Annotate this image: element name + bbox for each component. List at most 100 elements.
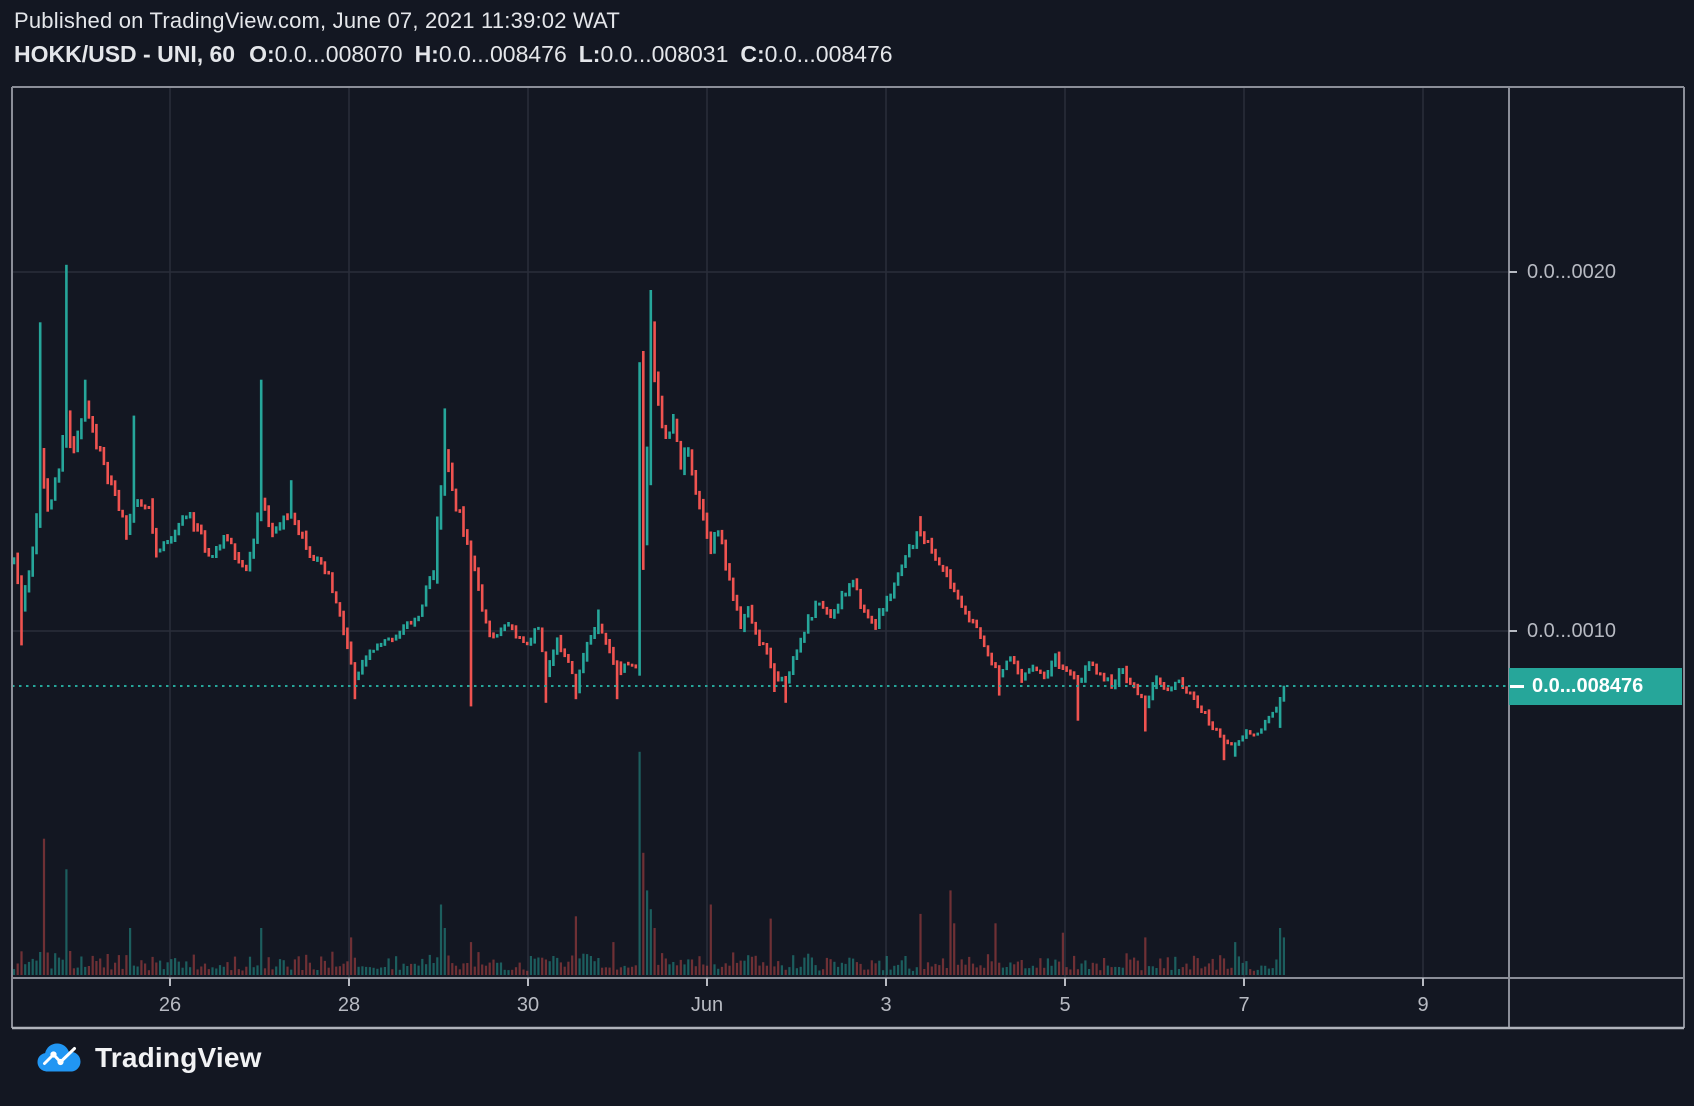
volume-bar [1200, 968, 1203, 975]
volume-bar [863, 969, 866, 975]
candle [975, 619, 978, 629]
candle [866, 609, 870, 619]
candle [484, 609, 488, 624]
candles-layer [12, 264, 1286, 761]
volume-bar [1230, 967, 1233, 975]
time-axis[interactable]: 26 28 30 Jun 3 5 7 9 [0, 992, 1509, 1028]
candle [304, 530, 308, 550]
volume-bar [387, 958, 390, 975]
candle [619, 661, 623, 676]
candle [1024, 672, 1027, 681]
candle [874, 619, 877, 630]
volume-bar [189, 967, 192, 975]
candle [57, 468, 61, 483]
volume-bar [1095, 963, 1098, 975]
time-axis-label: 28 [337, 994, 361, 1016]
candle [574, 673, 578, 700]
candle [997, 665, 1001, 696]
candle [1099, 672, 1102, 676]
candle [372, 649, 375, 653]
candle [503, 624, 506, 632]
volume-bar [451, 963, 454, 975]
volume-bar [814, 965, 817, 975]
candle [222, 535, 226, 549]
candle [218, 544, 222, 551]
candle [799, 637, 802, 653]
volume-bar [1121, 967, 1124, 975]
volume-bar [930, 966, 933, 975]
candle [1155, 675, 1158, 690]
volume-bar [878, 960, 881, 975]
candle [477, 567, 480, 591]
volume-bar [608, 967, 611, 975]
candle [630, 663, 634, 667]
volume-bar [1215, 969, 1218, 975]
volume-bar [938, 965, 941, 975]
candle [297, 520, 300, 536]
volume-bar [971, 963, 975, 975]
candle [664, 424, 668, 439]
volume-bar [271, 969, 274, 975]
candle [660, 395, 664, 429]
candle [349, 641, 353, 665]
volume-pane [12, 751, 1285, 976]
volume-bar [1155, 968, 1158, 975]
candle [368, 649, 372, 660]
volume-bar [162, 969, 165, 975]
candle [98, 446, 102, 452]
volume-bar [586, 954, 589, 975]
volume-bar [679, 959, 682, 975]
candle [1245, 729, 1248, 739]
candle [720, 529, 724, 545]
candle [525, 641, 529, 646]
volume-bar [1069, 969, 1072, 975]
volume-bar [1110, 967, 1113, 975]
volume-bar [181, 967, 184, 975]
candle [102, 447, 106, 466]
candle [406, 621, 409, 629]
candle [533, 628, 536, 644]
volume-bar [743, 960, 746, 975]
candle [743, 613, 746, 633]
candle [46, 478, 49, 512]
candle [394, 634, 398, 641]
volume-bar [91, 955, 94, 975]
volume-bar [638, 751, 641, 976]
candle [447, 449, 450, 473]
candle [923, 531, 926, 545]
candle [645, 446, 649, 546]
candle [402, 624, 405, 635]
candle [327, 570, 330, 575]
candle [1102, 672, 1106, 682]
ohlc-high-label: H: [414, 41, 439, 67]
volume-bar [762, 962, 765, 975]
volume-bar [642, 852, 645, 975]
candle [421, 604, 424, 617]
candle [245, 564, 248, 572]
volume-bar [237, 969, 240, 975]
candle [338, 602, 342, 617]
volume-bar [675, 965, 679, 975]
tradingview-logo-link[interactable]: TradingView [36, 1042, 262, 1074]
candle [454, 488, 458, 512]
volume-bar [1136, 960, 1139, 975]
volume-bar [305, 954, 308, 975]
volume-bar [953, 923, 956, 975]
candle [1012, 656, 1016, 665]
candle [1151, 682, 1155, 701]
price-axis[interactable] [1509, 87, 1684, 978]
volume-bar [106, 954, 109, 975]
candle [173, 529, 177, 542]
volume-bar [1039, 958, 1042, 975]
candle [387, 637, 390, 641]
candle [878, 608, 881, 629]
volume-bar [1103, 958, 1106, 975]
candle [207, 548, 211, 557]
candle [570, 661, 574, 675]
volume-bar [218, 965, 222, 975]
candle [376, 643, 379, 651]
candle [870, 615, 874, 624]
volume-bar [260, 928, 263, 975]
candle [200, 524, 203, 535]
